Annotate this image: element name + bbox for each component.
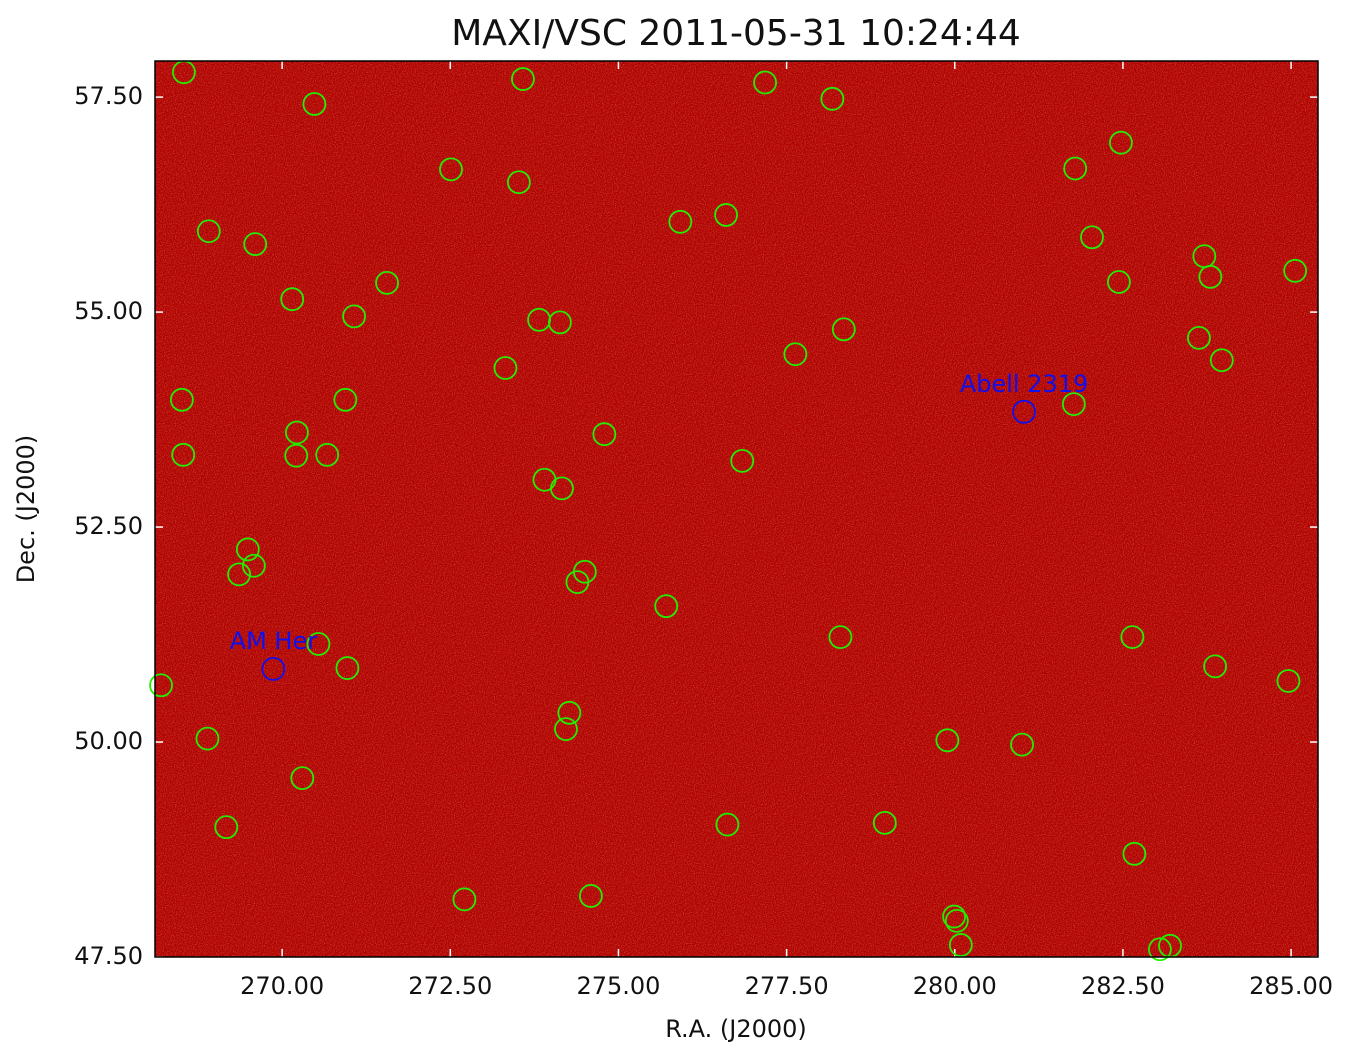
source-circle — [306, 632, 331, 656]
source-circle — [235, 537, 260, 562]
image-noise — [155, 61, 1318, 957]
source-circle — [506, 170, 531, 195]
x-tick-label: 285.00 — [1249, 972, 1333, 1000]
x-tick-label: 272.50 — [408, 972, 492, 1000]
source-circle — [280, 287, 305, 312]
y-tick-label: 47.50 — [74, 942, 143, 970]
target-circle — [1012, 399, 1036, 424]
source-circle — [831, 317, 856, 342]
source-circle — [1148, 937, 1172, 962]
x-tick-label: 270.00 — [240, 972, 324, 1000]
y-tick-label: 50.00 — [74, 727, 143, 755]
x-tick-label: 275.00 — [576, 972, 660, 1000]
source-circle — [548, 310, 572, 335]
source-circle — [654, 594, 679, 619]
source-circle — [149, 673, 173, 698]
source-circle — [820, 86, 845, 111]
plot-frame — [154, 60, 1319, 958]
x-axis-label: R.A. (J2000) — [665, 1015, 807, 1043]
source-circle — [565, 570, 590, 594]
source-circle — [290, 766, 315, 791]
source-circle — [214, 815, 239, 840]
source-circle — [333, 387, 358, 412]
target-label: Abell 2319 — [960, 370, 1088, 398]
source-circle — [948, 933, 973, 957]
x-tick-label: 280.00 — [913, 972, 997, 1000]
source-circle — [714, 203, 738, 227]
source-circle — [944, 908, 969, 933]
source-circle — [335, 656, 360, 680]
y-tick-label: 57.50 — [74, 82, 143, 110]
source-circle — [1283, 258, 1308, 283]
source-circle — [1276, 669, 1301, 693]
source-circle — [753, 70, 777, 95]
source-circle — [439, 157, 463, 182]
source-circle — [1198, 264, 1223, 289]
source-circle — [1209, 348, 1234, 373]
source-circle — [578, 884, 603, 908]
source-circle — [315, 442, 340, 467]
y-tick-label: 52.50 — [74, 512, 143, 540]
chart-title: MAXI/VSC 2011-05-31 10:24:44 — [451, 13, 1021, 54]
source-circle — [1080, 225, 1104, 250]
y-tick-label: 55.00 — [74, 297, 143, 325]
source-circle — [452, 887, 477, 912]
source-circle — [170, 387, 194, 412]
source-circle — [241, 553, 266, 578]
source-circle — [1106, 270, 1131, 294]
source-circle — [715, 812, 740, 837]
source-circle — [1122, 841, 1147, 866]
source-circle — [285, 420, 309, 445]
source-circle — [872, 810, 897, 835]
target-label: AM Her — [230, 627, 318, 655]
source-circle — [196, 219, 221, 244]
source-circle — [783, 342, 808, 367]
source-circle — [1187, 325, 1211, 350]
source-circle — [1010, 732, 1034, 757]
source-circle — [302, 92, 327, 116]
source-circle — [243, 232, 268, 257]
source-circle — [171, 442, 196, 467]
source-circle — [375, 270, 399, 295]
source-circle — [1063, 156, 1088, 181]
source-circle — [554, 717, 578, 742]
source-circle — [1120, 625, 1145, 650]
source-circle — [935, 728, 960, 753]
x-tick-label: 282.50 — [1081, 972, 1165, 1000]
source-circle — [227, 562, 251, 587]
source-circle — [730, 448, 755, 473]
source-circle — [511, 67, 535, 91]
target-circle — [261, 657, 286, 681]
source-circle — [342, 304, 367, 329]
source-circle — [1203, 654, 1227, 679]
x-tick-label: 277.50 — [745, 972, 829, 1000]
source-circle — [493, 356, 518, 380]
source-circle — [942, 904, 967, 929]
y-axis-label: Dec. (J2000) — [12, 435, 40, 584]
source-circle — [557, 700, 582, 725]
source-circle — [1061, 392, 1086, 416]
source-circle — [550, 476, 574, 501]
source-circle — [828, 625, 853, 650]
source-circle — [668, 209, 693, 234]
source-circle — [1109, 130, 1133, 155]
source-circle — [195, 726, 220, 751]
source-circle — [592, 422, 617, 447]
source-circle — [284, 443, 309, 468]
